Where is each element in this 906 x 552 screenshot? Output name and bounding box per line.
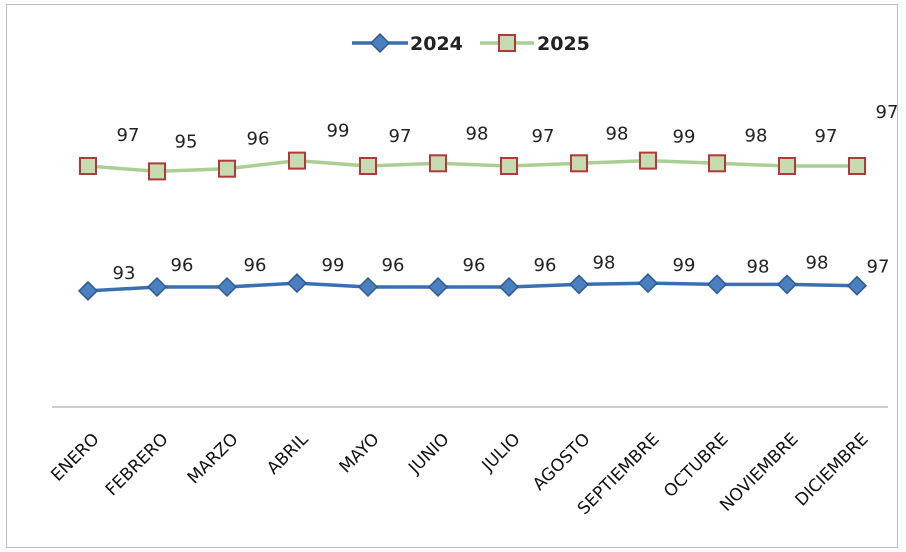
data-label-2024-julio: 96	[534, 255, 557, 276]
point-2025-abril	[288, 151, 306, 170]
point-2025-marzo	[218, 159, 236, 178]
x-tick-julio: JULIO	[478, 429, 525, 476]
point-2024-enero	[77, 280, 99, 301]
data-label-2025-mayo: 97	[389, 126, 412, 147]
legend-label-2025: 2025	[537, 33, 590, 55]
legend-label-2024: 2024	[410, 33, 463, 55]
x-tick-enero: ENERO	[47, 429, 103, 485]
point-2024-agosto	[568, 274, 590, 295]
data-label-2024-noviembre: 98	[806, 252, 829, 273]
data-label-2024-mayo: 96	[382, 255, 405, 276]
legend: 2024 2025	[352, 32, 590, 55]
point-2024-noviembre	[776, 274, 798, 295]
data-label-2024-septiembre: 99	[673, 255, 696, 276]
legend-marker-2024	[369, 32, 391, 54]
data-label-2025-junio: 98	[466, 123, 489, 144]
point-2025-enero	[79, 157, 97, 175]
data-label-2025-enero: 97	[117, 125, 140, 146]
point-2024-febrero	[146, 276, 168, 298]
data-label-2025-noviembre: 97	[815, 126, 838, 147]
chart-frame	[6, 4, 898, 548]
series-2025: 97 95 96 99 97 98 97 98 99 98 97 97	[79, 102, 899, 181]
x-tick-agosto: AGOSTO	[529, 429, 594, 494]
legend-entry-2025: 2025	[480, 33, 590, 55]
data-label-2024-agosto: 98	[593, 252, 616, 273]
series-2024: 93 96 96 99 96 96 96 98 99 98 98 97	[77, 252, 890, 301]
x-tick-febrero: FEBRERO	[102, 429, 173, 500]
data-label-2024-enero: 93	[113, 263, 136, 284]
data-label-2025-octubre: 98	[745, 125, 768, 146]
x-tick-octubre: OCTUBRE	[660, 429, 732, 501]
x-tick-mayo: MAYO	[336, 429, 384, 477]
legend-entry-2024: 2024	[352, 32, 463, 55]
data-label-2025-febrero: 95	[175, 131, 198, 152]
series-line-2024	[87, 281, 858, 293]
x-tick-diciembre: DICIEMBRE	[791, 429, 872, 510]
point-2025-febrero	[148, 162, 166, 181]
data-label-2025-julio: 97	[532, 126, 555, 147]
x-tick-junio: JUNIO	[404, 429, 453, 478]
point-2025-agosto	[570, 154, 588, 173]
point-2025-mayo	[359, 157, 377, 175]
series-layer: 93 96 96 99 96 96 96 98 99 98 98 97 97 95 96 99 97 98 97 98…	[77, 102, 899, 301]
point-2024-septiembre	[637, 273, 659, 294]
point-2024-marzo	[216, 276, 238, 298]
point-2025-junio	[429, 154, 447, 173]
point-2024-julio	[498, 276, 520, 298]
point-2024-junio	[427, 276, 449, 298]
point-2024-mayo	[357, 276, 379, 298]
data-label-2025-diciembre: 97	[876, 102, 899, 123]
point-2025-octubre	[708, 154, 726, 173]
point-2024-abril	[286, 273, 308, 294]
point-2025-julio	[500, 157, 518, 175]
series-line-2025	[87, 158, 857, 174]
point-2024-octubre	[706, 274, 728, 295]
data-label-2024-marzo: 96	[244, 255, 267, 276]
data-label-2024-junio: 96	[463, 255, 486, 276]
data-label-2024-octubre: 98	[747, 256, 770, 277]
data-label-2025-septiembre: 99	[673, 127, 696, 148]
data-label-2025-agosto: 98	[606, 123, 629, 144]
x-tick-abril: ABRIL	[263, 429, 313, 479]
data-label-2024-diciembre: 97	[867, 257, 890, 278]
legend-marker-2025	[498, 34, 516, 52]
point-2024-diciembre	[846, 275, 868, 296]
data-label-2024-febrero: 96	[171, 255, 194, 276]
data-label-2025-marzo: 96	[247, 129, 270, 150]
point-2025-diciembre	[848, 157, 866, 175]
data-label-2024-abril: 99	[322, 255, 345, 276]
data-label-2025-abril: 99	[327, 121, 350, 142]
point-2025-noviembre	[778, 157, 796, 175]
point-2025-septiembre	[639, 151, 657, 170]
x-tick-marzo: MARZO	[184, 429, 243, 488]
